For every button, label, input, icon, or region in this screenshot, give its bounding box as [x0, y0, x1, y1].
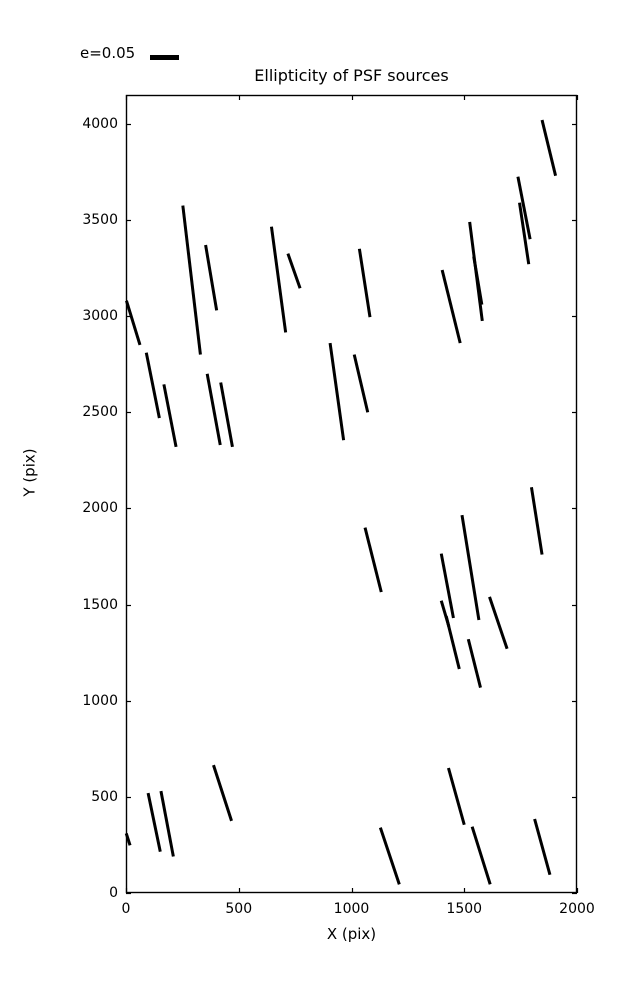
psf-whisker — [540, 119, 558, 177]
psf-whisker — [219, 382, 234, 448]
psf-whisker — [466, 638, 482, 689]
psf-whisker — [212, 764, 233, 822]
page-title: Ellipticity of PSF sources — [254, 66, 449, 85]
axis-ticks — [125, 95, 579, 895]
psf-whisker — [328, 342, 346, 441]
psf-whisker — [444, 615, 461, 670]
psf-whisker — [447, 767, 466, 826]
x-tick-label: 1000 — [333, 901, 370, 917]
psf-whisker — [146, 792, 162, 852]
psf-whisker — [529, 487, 544, 555]
y-tick-label: 4000 — [82, 115, 118, 132]
legend-label: e=0.05 — [80, 44, 136, 62]
psf-whisker — [204, 244, 219, 311]
y-tick-label: 1000 — [82, 692, 118, 709]
y-tick-label: 3500 — [82, 211, 118, 228]
psf-whisker — [472, 256, 484, 305]
psf-whisker — [470, 826, 492, 885]
psf-whisker — [269, 226, 288, 333]
psf-whisker — [518, 202, 531, 265]
y-tick-label: 0 — [109, 885, 118, 901]
y-tick-label: 2500 — [82, 404, 118, 421]
psf-whisker — [488, 596, 509, 650]
x-tick-label: 0 — [121, 901, 131, 917]
y-tick-label: 1500 — [82, 596, 118, 613]
psf-whisker — [533, 818, 552, 876]
psf-whisker — [439, 553, 455, 619]
x-tick-label: 2000 — [559, 901, 595, 917]
psf-whisker — [159, 790, 175, 857]
psf-whisker — [460, 514, 481, 621]
axes-frame — [125, 94, 578, 894]
psf-whisker — [144, 352, 161, 419]
psf-whisker — [181, 205, 202, 355]
psf-whisker — [357, 248, 372, 318]
psf-whisker — [378, 827, 401, 885]
psf-whisker — [516, 176, 532, 240]
psf-whisker — [440, 269, 462, 344]
y-tick-label: 2000 — [82, 500, 118, 517]
psf-whisker — [363, 527, 383, 593]
y-tick-label: 500 — [91, 788, 118, 805]
whisker-scale-key-icon — [150, 55, 179, 60]
x-tick-label: 1500 — [446, 901, 483, 917]
y-tick-label: 3000 — [82, 308, 118, 325]
psf-whisker — [205, 373, 222, 446]
psf-whisker — [162, 384, 178, 448]
x-tick-label: 500 — [225, 901, 253, 917]
psf-whisker — [286, 253, 302, 289]
x-axis-label: X (pix) — [326, 925, 377, 943]
psf-whisker — [125, 300, 142, 346]
psf-whisker — [352, 354, 370, 413]
whisker-layer — [124, 119, 558, 885]
